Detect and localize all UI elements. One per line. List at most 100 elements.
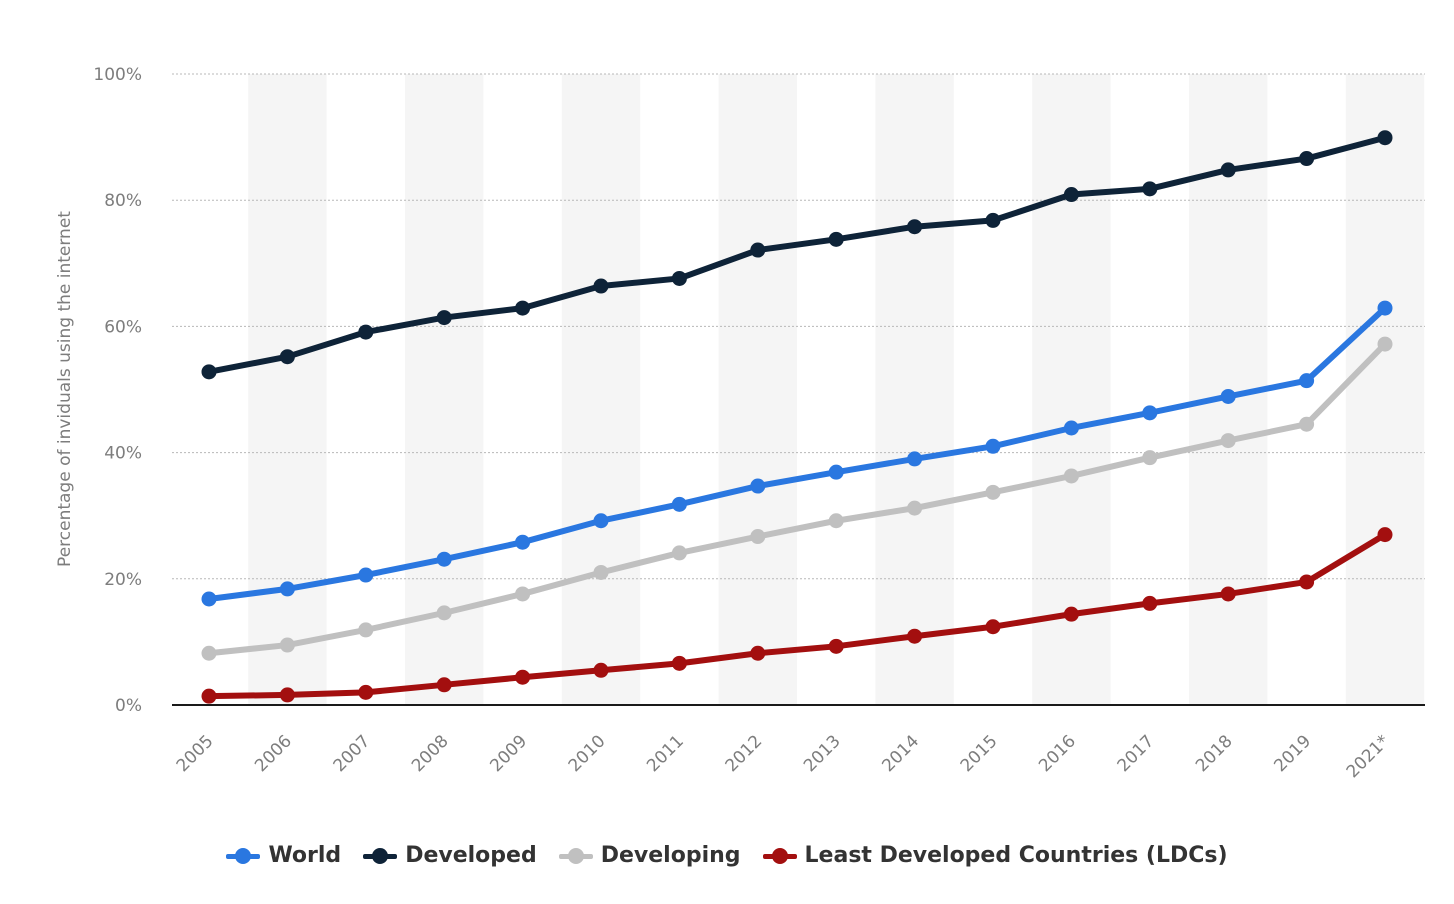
data-point[interactable] [985, 438, 1001, 454]
data-point[interactable] [671, 496, 687, 512]
legend-swatch-icon [226, 846, 261, 866]
data-point[interactable] [593, 662, 609, 678]
legend-label: World [268, 843, 342, 868]
data-point[interactable] [1063, 187, 1079, 203]
data-point[interactable] [279, 581, 295, 597]
data-point[interactable] [828, 231, 844, 247]
x-tick-label: 2012 [722, 731, 767, 776]
x-tick-label: 2019 [1270, 731, 1315, 776]
series-line [206, 531, 1388, 700]
x-axis-ticks: 2005 2006 2007 2008 2009 2010 2011 2012 2013 2014… [173, 731, 1394, 782]
legend-label: Developing [600, 843, 741, 868]
data-point[interactable] [358, 684, 374, 700]
data-point[interactable] [1063, 468, 1079, 484]
x-tick-label: 2018 [1192, 731, 1237, 776]
x-tick-label: 2010 [565, 731, 610, 776]
data-point[interactable] [1063, 606, 1079, 622]
data-point[interactable] [907, 219, 923, 235]
data-point[interactable] [279, 637, 295, 653]
column-band [561, 74, 641, 705]
legend-swatch-icon [363, 846, 398, 866]
series-developing [201, 336, 1393, 661]
data-point[interactable] [201, 364, 217, 380]
x-tick-label: 2014 [878, 731, 923, 776]
series-world [201, 300, 1393, 607]
data-point[interactable] [1220, 586, 1236, 602]
legend-item[interactable]: World [226, 843, 341, 868]
data-point[interactable] [1220, 433, 1236, 449]
data-point[interactable] [593, 564, 609, 580]
data-point[interactable] [671, 270, 687, 286]
x-tick-label: 2006 [251, 731, 296, 776]
data-point[interactable] [358, 622, 374, 638]
legend-item[interactable]: Least Developed Countries (LDCs) [762, 843, 1228, 868]
data-point[interactable] [1377, 130, 1393, 146]
x-tick-label: 2017 [1114, 731, 1159, 776]
line-chart: 0%20%40%60%80%100% 2005 2006 2007 2008 2009 2… [55, 65, 1425, 782]
y-tick-label: 0% [115, 696, 142, 716]
data-point[interactable] [828, 638, 844, 654]
data-point[interactable] [358, 324, 374, 340]
data-point[interactable] [671, 655, 687, 671]
column-band [248, 74, 327, 705]
data-point[interactable] [1142, 595, 1158, 611]
column-band [875, 74, 954, 705]
data-point[interactable] [436, 605, 452, 621]
data-point[interactable] [828, 464, 844, 480]
x-tick-label: 2021* [1343, 731, 1394, 782]
data-point[interactable] [1377, 300, 1393, 316]
data-point[interactable] [985, 484, 1001, 500]
data-point[interactable] [279, 687, 295, 703]
x-tick-label: 2015 [957, 731, 1002, 776]
data-point[interactable] [515, 669, 531, 685]
data-point[interactable] [985, 619, 1001, 635]
data-point[interactable] [515, 586, 531, 602]
data-point[interactable] [1299, 151, 1315, 167]
legend-item[interactable]: Developing [558, 843, 741, 868]
data-point[interactable] [671, 545, 687, 561]
data-point[interactable] [750, 645, 766, 661]
data-point[interactable] [1299, 373, 1315, 389]
data-point[interactable] [1142, 181, 1158, 197]
data-point[interactable] [907, 500, 923, 516]
data-point[interactable] [1220, 388, 1236, 404]
data-point[interactable] [750, 242, 766, 258]
data-point[interactable] [828, 513, 844, 529]
data-point[interactable] [1299, 416, 1315, 432]
legend: World Developed Developing Least Developed … [0, 843, 1454, 868]
y-tick-label: 100% [93, 65, 142, 85]
data-point[interactable] [907, 628, 923, 644]
data-point[interactable] [593, 513, 609, 529]
data-point[interactable] [1377, 336, 1393, 352]
data-point[interactable] [201, 645, 217, 661]
data-point[interactable] [750, 529, 766, 545]
data-point[interactable] [1299, 574, 1315, 590]
data-point[interactable] [1377, 527, 1393, 543]
data-point[interactable] [358, 567, 374, 583]
data-point[interactable] [1220, 162, 1236, 178]
data-point[interactable] [436, 551, 452, 567]
data-point[interactable] [593, 278, 609, 294]
series-line [206, 134, 1388, 375]
data-point[interactable] [201, 688, 217, 704]
series-line [206, 305, 1388, 602]
data-point[interactable] [1142, 405, 1158, 421]
data-point[interactable] [1063, 420, 1079, 436]
y-tick-label: 40% [104, 444, 142, 464]
data-point[interactable] [515, 534, 531, 550]
column-band [405, 74, 484, 705]
data-point[interactable] [515, 300, 531, 316]
data-point[interactable] [750, 478, 766, 494]
legend-swatch-icon [762, 846, 797, 866]
data-point[interactable] [985, 212, 1001, 228]
series-least-developed-countries-ldcs [201, 527, 1393, 704]
data-point[interactable] [201, 591, 217, 607]
column-band [1032, 74, 1111, 705]
series-developed [201, 130, 1393, 380]
legend-item[interactable]: Developed [363, 843, 537, 868]
data-point[interactable] [907, 451, 923, 467]
data-point[interactable] [1142, 450, 1158, 466]
data-point[interactable] [279, 349, 295, 365]
data-point[interactable] [436, 310, 452, 326]
data-point[interactable] [436, 677, 452, 693]
